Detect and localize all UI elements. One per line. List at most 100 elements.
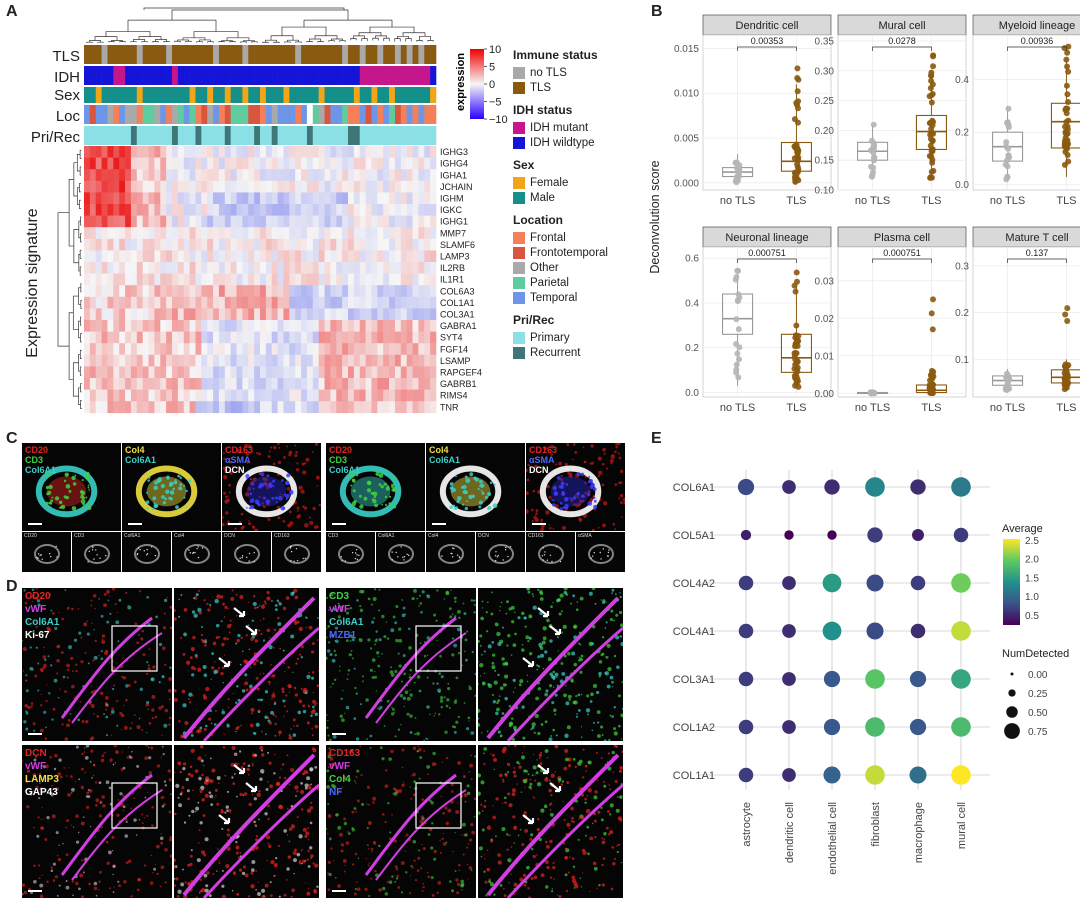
tls-cell [248, 45, 255, 64]
heatmap-cell [260, 308, 267, 321]
numdetected-legend-title: NumDetected [1002, 648, 1069, 660]
prirec-cell [412, 126, 419, 145]
heatmap-cell [260, 343, 267, 356]
prirec-cell [189, 126, 196, 145]
heatmap-cell [119, 180, 126, 193]
heatmap-cell [295, 366, 302, 379]
heatmap-cell [418, 204, 425, 216]
data-point [735, 291, 742, 298]
heatmap-cell [306, 204, 314, 216]
heatmap-cell [248, 146, 255, 158]
heatmap-cell [430, 238, 437, 251]
heatmap-cell [365, 146, 372, 158]
heatmap-cell [248, 169, 255, 182]
idh-cell [342, 66, 349, 85]
heatmap-cell [101, 378, 108, 390]
data-point [1062, 311, 1069, 318]
heatmap-cell [113, 354, 120, 367]
heatmap-cell [107, 227, 114, 240]
legend-label: Recurrent [530, 346, 581, 359]
heatmap-cell [353, 192, 361, 205]
heatmap-cell [119, 215, 126, 228]
heatmap-cell [312, 401, 319, 414]
gene-label: LAMP3 [440, 252, 470, 262]
heatmap-cell [330, 238, 337, 251]
heatmap-cell [95, 262, 102, 274]
heatmap-cell [242, 250, 249, 263]
heatmap-cell [406, 308, 413, 321]
heatmap-cell [101, 180, 108, 193]
sex-cell [359, 87, 366, 103]
heatmap-cell [84, 262, 91, 274]
heatmap-cell [189, 331, 196, 344]
location-cell [359, 105, 366, 124]
heatmap-cell [324, 238, 331, 251]
idh-cell [172, 66, 179, 85]
heatmap-cell [330, 354, 337, 367]
heatmap-cell [324, 320, 331, 332]
heatmap-cell [336, 366, 343, 379]
heatmap-cell [283, 250, 290, 263]
location-cell [271, 105, 278, 124]
heatmap-cell [177, 308, 185, 321]
panel-letter-b: B [651, 3, 663, 20]
gene-label: IGHM [440, 194, 464, 204]
heatmap-cell [430, 296, 437, 309]
heatmap-cell [342, 296, 349, 309]
heatmap-cell [113, 238, 120, 251]
data-point [1004, 372, 1011, 379]
idh-cell [113, 66, 120, 85]
legend-block: Location Frontal Frontotemporal Other Pariet… [513, 213, 650, 305]
heatmap-cell [424, 308, 431, 321]
heatmap-cell [424, 262, 431, 274]
heatmap-cell [306, 331, 314, 344]
heatmap-cell [189, 296, 196, 309]
data-point [794, 338, 801, 345]
heatmap-cell [271, 238, 278, 251]
tls-cell [324, 45, 331, 64]
data-point [1064, 63, 1071, 70]
size-legend-dot [1010, 672, 1014, 676]
heatmap-cell [389, 331, 396, 344]
heatmap-cell [418, 320, 425, 332]
heatmap-cell [230, 378, 237, 390]
heatmap-cell [318, 250, 325, 263]
heatmap-cell [400, 192, 407, 205]
heatmap-cell [265, 204, 273, 216]
heatmap-cell [142, 215, 149, 228]
cell-type-label: endothelial cell [827, 802, 839, 875]
heatmap-cell [330, 366, 337, 379]
heatmap-cell [377, 389, 384, 402]
heatmap-cell [260, 378, 267, 390]
heatmap-cell [248, 227, 255, 240]
heatmap-cell [95, 401, 102, 414]
heatmap-cell [248, 343, 255, 356]
sex-cell [218, 87, 226, 103]
heatmap-cell [271, 204, 278, 216]
heatmap-cell [207, 389, 214, 402]
heatmap-cell [277, 401, 284, 414]
heatmap-cell [113, 331, 120, 344]
heatmap-cell [260, 215, 267, 228]
heatmap-cell [254, 250, 261, 263]
overview-micrograph: CD163 vWF Col4 NF [326, 745, 476, 898]
heatmap-cell [277, 192, 284, 205]
heatmap-cell [412, 157, 419, 170]
heatmap-cell [301, 389, 308, 402]
heatmap-cell [265, 250, 273, 263]
idh-cell [330, 66, 337, 85]
heatmap-cell [277, 378, 284, 390]
arrow-icon [522, 814, 535, 825]
heatmap-cell [289, 146, 296, 158]
heatmap-cell [189, 366, 196, 379]
heatmap-cell [136, 238, 143, 251]
idh-cell [371, 66, 378, 85]
heatmap-cell [154, 296, 161, 309]
heatmap-cell [353, 354, 361, 367]
heatmap-cell [166, 285, 173, 298]
heatmap-cell [84, 401, 91, 414]
data-point [791, 365, 798, 372]
heatmap-cell [430, 320, 437, 332]
location-cell [371, 105, 378, 124]
heatmap-cell [224, 331, 231, 344]
